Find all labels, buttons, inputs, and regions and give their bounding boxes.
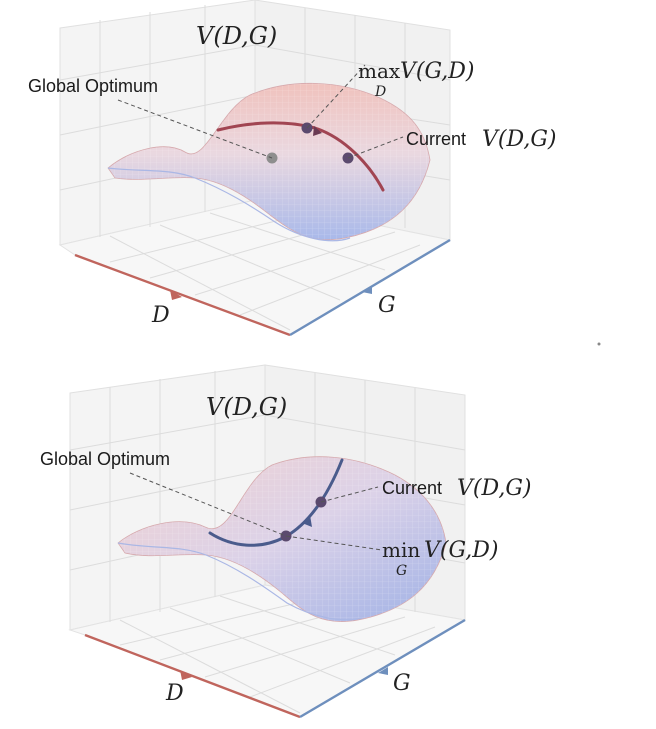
top-current-word: Current xyxy=(406,129,466,149)
bottom-min-label: min G V(G,D) xyxy=(382,538,498,579)
bottom-axis-g xyxy=(299,618,466,719)
top-max-math: V(G,D) xyxy=(400,59,474,84)
top-max-sub: D xyxy=(374,84,386,100)
top-axes xyxy=(74,238,451,337)
top-current-label: Current V(D,G) xyxy=(406,127,556,152)
bottom-current-label: Current V(D,G) xyxy=(382,476,531,501)
bottom-axis-g-label: G xyxy=(393,671,411,696)
top-title: V(D,G) xyxy=(196,22,277,50)
top-panel: V(D,G) Global Optimum max D V(G,D) Curre… xyxy=(28,0,556,337)
bottom-global-optimum-label: Global Optimum xyxy=(40,449,170,469)
top-current-math: V(D,G) xyxy=(482,127,556,152)
bottom-curve-arrow xyxy=(302,515,312,527)
bottom-axes xyxy=(84,618,466,719)
top-global-optimum-label: Global Optimum xyxy=(28,76,158,96)
bottom-axis-d-arrow xyxy=(180,670,192,680)
top-max-word: max xyxy=(358,59,401,83)
bottom-axis-g-arrow xyxy=(378,667,388,675)
top-leader-lines xyxy=(117,64,404,159)
bottom-min-sub: G xyxy=(396,563,407,579)
bottom-panel: V(D,G) Global Optimum Current V(D,G) min… xyxy=(40,364,531,719)
stray-dot xyxy=(597,342,601,346)
bottom-axis-d xyxy=(84,633,301,719)
top-max-label: max D V(G,D) xyxy=(358,59,474,100)
top-axis-d xyxy=(74,253,291,337)
top-axis-g-arrow xyxy=(362,286,372,294)
bottom-min-word: min xyxy=(382,538,420,562)
bottom-current-math: V(D,G) xyxy=(457,476,531,501)
bottom-leader-lines xyxy=(129,472,383,551)
bottom-title: V(D,G) xyxy=(206,393,287,421)
top-curve-arrow xyxy=(313,126,322,136)
top-axis-d-label: D xyxy=(151,303,170,328)
bottom-axis-d-label: D xyxy=(165,681,184,706)
bottom-min-math: V(G,D) xyxy=(424,538,498,563)
top-axis-g-label: G xyxy=(378,293,396,318)
top-axis-d-arrow xyxy=(170,290,182,300)
bottom-current-word: Current xyxy=(382,478,442,498)
